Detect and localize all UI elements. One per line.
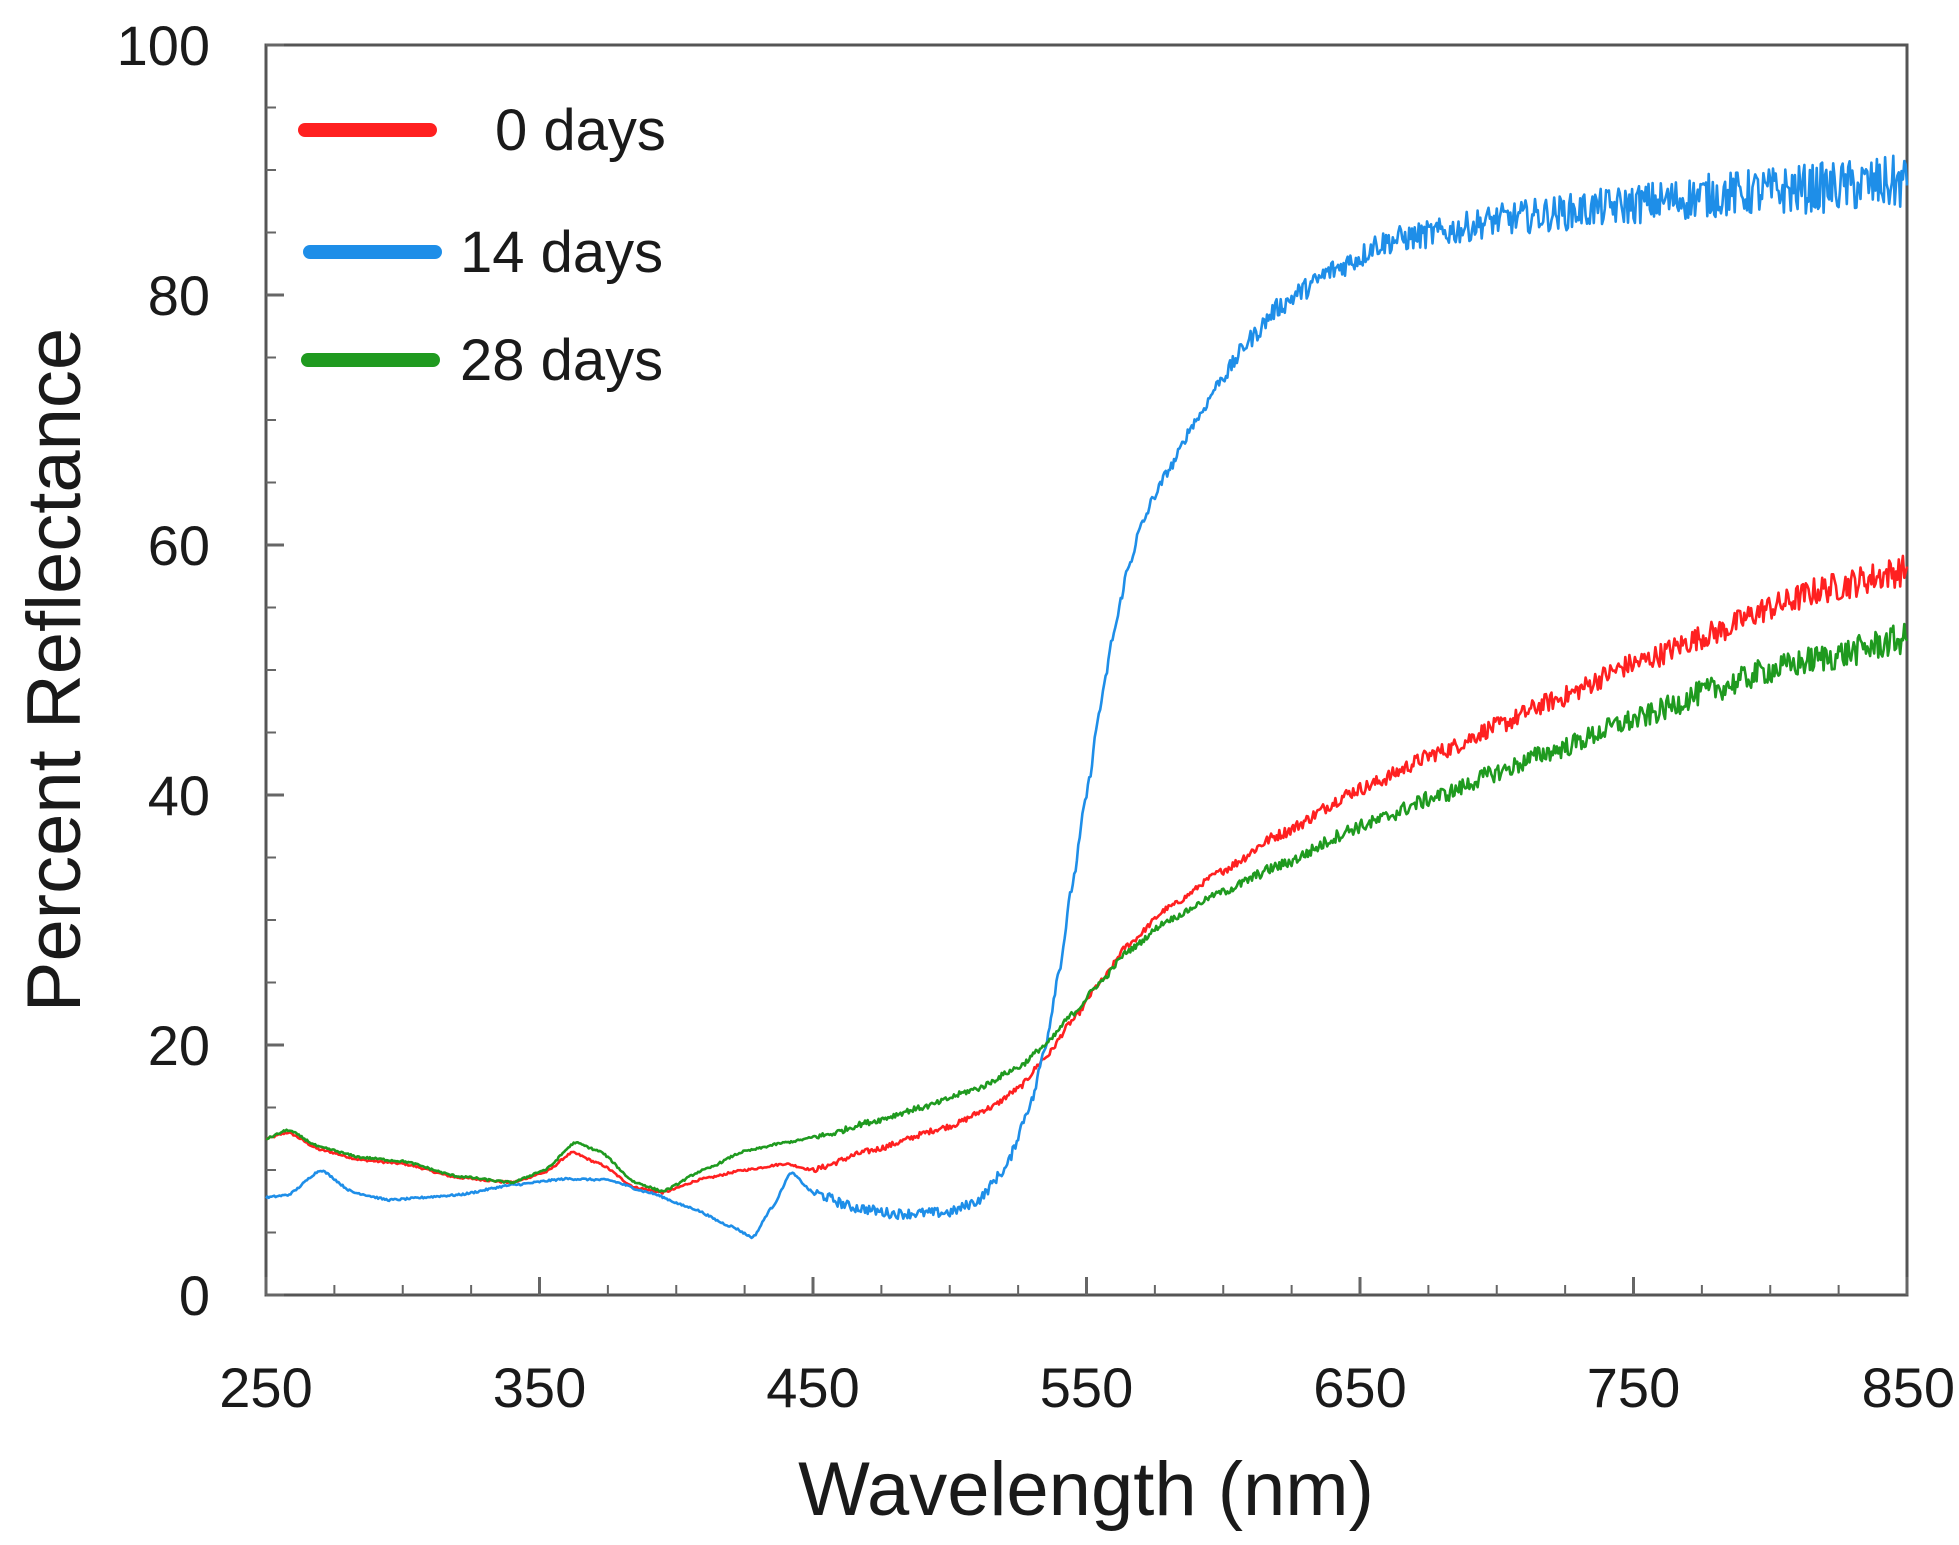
x-tick-labels: 250 350 450 550 650 750 850: [219, 1356, 1955, 1419]
x-tick-label: 750: [1587, 1356, 1680, 1419]
series-layer: [264, 154, 1909, 1240]
legend-label-28-days: 28 days: [460, 328, 663, 393]
legend: 0 days 14 days 28 days: [298, 98, 666, 393]
x-tick-label: 650: [1313, 1356, 1406, 1419]
y-tick-label: 40: [148, 764, 210, 827]
x-tick-label: 850: [1862, 1356, 1955, 1419]
y-tick-label: 100: [117, 14, 210, 77]
y-tick-label: 60: [148, 514, 210, 577]
x-tick-label: 550: [1040, 1356, 1133, 1419]
axis-ticks: [264, 43, 1909, 1297]
x-tick-label: 250: [219, 1356, 312, 1419]
x-tick-label: 350: [493, 1356, 586, 1419]
x-axis-title: Wavelength (nm): [798, 1447, 1374, 1532]
y-tick-label: 20: [148, 1014, 210, 1077]
legend-label-14-days: 14 days: [460, 220, 663, 285]
series-line-14-days: [264, 154, 1909, 1240]
legend-label-0-days: 0 days: [495, 98, 666, 163]
series-line-28-days: [265, 622, 1909, 1193]
y-tick-label: 0: [179, 1264, 210, 1327]
y-tick-label: 80: [148, 264, 210, 327]
y-axis-title: Percent Reflectance: [12, 328, 97, 1012]
y-tick-labels: 0 20 40 60 80 100: [117, 14, 210, 1327]
x-tick-label: 450: [766, 1356, 859, 1419]
series-line-0-days: [265, 554, 1909, 1195]
